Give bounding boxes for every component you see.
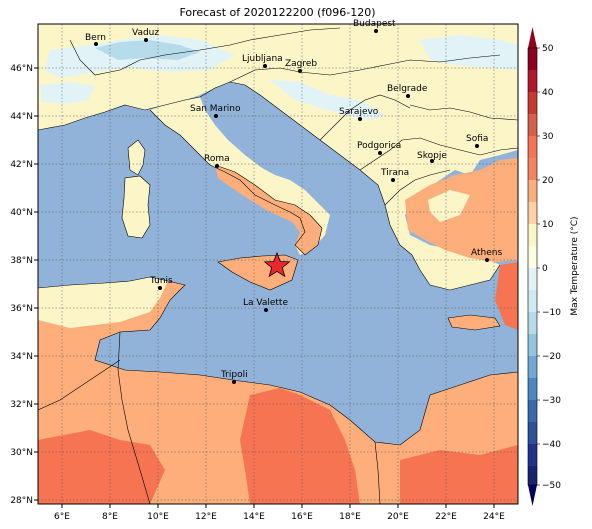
lat-tick-label: 28°N [10, 496, 33, 506]
colorbar-tick-label: 0 [542, 264, 548, 274]
city-label-podgorica: Podgorica [357, 141, 401, 151]
map-frame [37, 23, 519, 505]
city-dot-roma [215, 164, 219, 168]
lon-tick-label: 6°E [54, 512, 70, 522]
city-labels: Bern Vaduz Budapest Ljubljana Zagreb Bel… [85, 19, 502, 380]
city-label-zagreb: Zagreb [285, 59, 317, 69]
city-label-athens: Athens [471, 248, 502, 258]
city-dot-tripoli [232, 380, 236, 384]
city-label-tripoli: Tripoli [220, 370, 248, 380]
city-label-tunis: Tunis [149, 276, 173, 286]
city-dot-budapest [374, 29, 378, 33]
lon-tick-label: 22°E [435, 512, 457, 522]
country-borders [38, 27, 518, 504]
colorbar-tick-label: −30 [542, 396, 561, 406]
lat-tick-label: 42°N [10, 160, 33, 170]
map-title: Forecast of 2020122200 (f096-120) [179, 6, 376, 19]
city-dot-tirana [391, 178, 395, 182]
city-dot-la-valette [264, 308, 268, 312]
crete-land [448, 315, 500, 330]
colorbar-tick-label: 50 [542, 44, 554, 54]
colorbar-tick-label: −50 [542, 481, 561, 491]
city-label-sofia: Sofia [466, 134, 488, 144]
map-area [38, 24, 518, 504]
city-label-bern: Bern [85, 33, 106, 43]
city-label-la-valette: La Valette [243, 298, 288, 308]
gridlines [38, 24, 518, 504]
colorbar-tick-label: −20 [542, 352, 561, 362]
lat-tick-label: 40°N [10, 208, 33, 218]
colorbar-tick-label: −10 [542, 308, 561, 318]
city-dot-zagreb [298, 69, 302, 73]
city-dot-belgrade [406, 94, 410, 98]
lat-tick-label: 32°N [10, 400, 33, 410]
colorbar-top-extend [528, 27, 537, 48]
city-dot-athens [485, 258, 489, 262]
balkan-snow [270, 80, 385, 120]
lat-tick-label: 30°N [10, 448, 33, 458]
city-label-san-marino: San Marino [190, 104, 241, 114]
city-dot-vaduz [144, 38, 148, 42]
city-label-sarajevo: Sarajevo [339, 107, 379, 117]
city-dot-sofia [475, 144, 479, 148]
city-label-tirana: Tirana [380, 168, 409, 178]
lon-tick-label: 14°E [243, 512, 265, 522]
lon-tick-label: 24°E [483, 512, 505, 522]
hot-area-libya [240, 388, 360, 504]
lon-tick-label: 12°E [195, 512, 217, 522]
colorbar-label: Max Temperature (°C) [570, 216, 580, 315]
lon-axis: 6°E 8°E 10°E 12°E 14°E 16°E 18°E 20°E 22… [54, 504, 505, 522]
corsica-land [128, 140, 145, 175]
city-label-skopje: Skopje [417, 151, 447, 161]
colorbar: 50 40 30 20 10 0 −10 −20 −30 −40 −50 Max… [527, 27, 580, 506]
hot-area-egypt [400, 445, 518, 504]
lon-tick-label: 18°E [339, 512, 361, 522]
greece-cool-interior [428, 190, 470, 222]
city-dot-san-marino [214, 114, 218, 118]
colorbar-tick-label: 30 [542, 132, 554, 142]
lon-tick-label: 16°E [291, 512, 313, 522]
star-marker [263, 251, 291, 278]
lat-tick-label: 36°N [10, 304, 33, 314]
lon-tick-label: 10°E [147, 512, 169, 522]
turkey-land [495, 262, 518, 330]
westalps-snow [40, 82, 95, 104]
city-dot-ljubljana [263, 64, 267, 68]
city-label-belgrade: Belgrade [387, 84, 428, 94]
city-dot-sarajevo [358, 117, 362, 121]
city-dot-tunis [158, 286, 162, 290]
city-markers [94, 29, 489, 384]
colorbar-tick-label: −40 [542, 440, 561, 450]
north-africa-cool-band [38, 277, 168, 328]
colorbar-tick-label: 20 [542, 176, 554, 186]
lat-tick-label: 46°N [10, 64, 33, 74]
italy-warm-coast [215, 165, 322, 255]
lat-tick-label: 34°N [10, 352, 33, 362]
city-label-vaduz: Vaduz [132, 28, 159, 38]
lat-tick-label: 38°N [10, 256, 33, 266]
colorbar-tick-label: 40 [542, 88, 554, 98]
lon-tick-label: 8°E [102, 512, 118, 522]
city-label-roma: Roma [204, 154, 230, 164]
city-label-ljubljana: Ljubljana [242, 54, 283, 64]
lon-tick-label: 20°E [387, 512, 409, 522]
lat-tick-label: 44°N [10, 112, 33, 122]
colorbar-tick-label: 10 [542, 220, 554, 230]
city-dot-podgorica [378, 151, 382, 155]
city-dot-bern [94, 42, 98, 46]
colorbar-bottom-extend [528, 485, 537, 506]
city-dot-skopje [430, 159, 434, 163]
sardinia-land [122, 176, 150, 238]
alps-cold [95, 40, 200, 60]
lat-axis: 46°N 44°N 42°N 40°N 38°N 36°N 34°N 32°N … [10, 64, 38, 506]
